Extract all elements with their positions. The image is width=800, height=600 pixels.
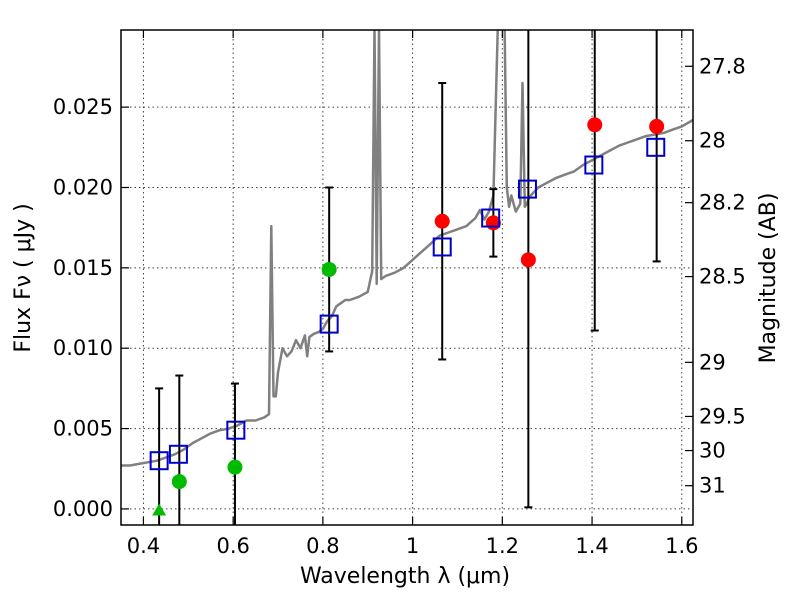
y-tick-label-5: 0.025 xyxy=(53,95,113,119)
detection-point-4 xyxy=(649,118,665,134)
model-flux-square-6 xyxy=(517,179,537,199)
mag-tick-label-6: 30 xyxy=(699,439,726,463)
y-tick-label-4: 0.020 xyxy=(53,176,113,200)
error-bars-layer xyxy=(155,30,661,525)
mag-tick-label-7: 31 xyxy=(699,474,726,498)
x-tick-label-4: 1.2 xyxy=(486,534,519,558)
sed-spectrum-line xyxy=(121,30,693,467)
model-flux-square-8 xyxy=(646,137,666,157)
sed-spectrum-layer xyxy=(121,30,693,467)
detection-point-0 xyxy=(434,213,450,229)
y-tick-label-1: 0.005 xyxy=(53,417,113,441)
x-tick-label-2: 0.8 xyxy=(306,534,339,558)
optical-point-1 xyxy=(227,459,243,475)
detection-point-3 xyxy=(587,117,603,133)
x-tick-label-3: 1 xyxy=(406,534,419,558)
data-points-layer xyxy=(149,117,666,516)
grid-lines xyxy=(121,30,693,525)
y-tick-label-2: 0.010 xyxy=(53,336,113,360)
mag-tick-label-5: 29.5 xyxy=(699,404,746,428)
x-axis-title: Wavelength λ (μm) xyxy=(300,564,510,589)
optical-point-2 xyxy=(321,261,337,277)
optical-point-0 xyxy=(171,474,187,490)
y-axis-title: Flux Fν ( μJy ) xyxy=(11,203,36,352)
model-flux-square-5 xyxy=(481,208,501,228)
detection-point-2 xyxy=(520,252,536,268)
model-flux-square-2 xyxy=(226,420,246,440)
x-tick-label-6: 1.6 xyxy=(665,534,698,558)
mag-tick-label-0: 27.8 xyxy=(699,54,746,78)
model-flux-square-0 xyxy=(149,451,169,471)
mag-tick-label-4: 29 xyxy=(699,350,726,374)
tick-marks xyxy=(121,30,693,525)
mag-tick-label-3: 28.5 xyxy=(699,265,746,289)
x-tick-label-0: 0.4 xyxy=(127,534,160,558)
model-flux-square-4 xyxy=(432,237,452,257)
model-flux-square-3 xyxy=(319,314,339,334)
plot-frame xyxy=(120,29,694,526)
y-tick-label-0: 0.000 xyxy=(53,497,113,521)
x-tick-label-5: 1.4 xyxy=(575,534,608,558)
axes-frame xyxy=(120,29,694,526)
mag-tick-label-1: 28 xyxy=(699,129,726,153)
y-tick-label-3: 0.015 xyxy=(53,256,113,280)
mag-tick-label-2: 28.2 xyxy=(699,191,746,215)
x-tick-label-1: 0.6 xyxy=(216,534,249,558)
upper-limit-marker-0 xyxy=(152,503,167,516)
model-flux-square-1 xyxy=(168,444,188,464)
tick-labels: 0.4 0.6 0.8 1 1.2 1.4 1.6 0.000 0.005 0.010 0.015 0… xyxy=(53,54,746,558)
model-flux-square-7 xyxy=(584,155,604,175)
y-axis-right-title: Magnitude (AB) xyxy=(756,193,781,364)
